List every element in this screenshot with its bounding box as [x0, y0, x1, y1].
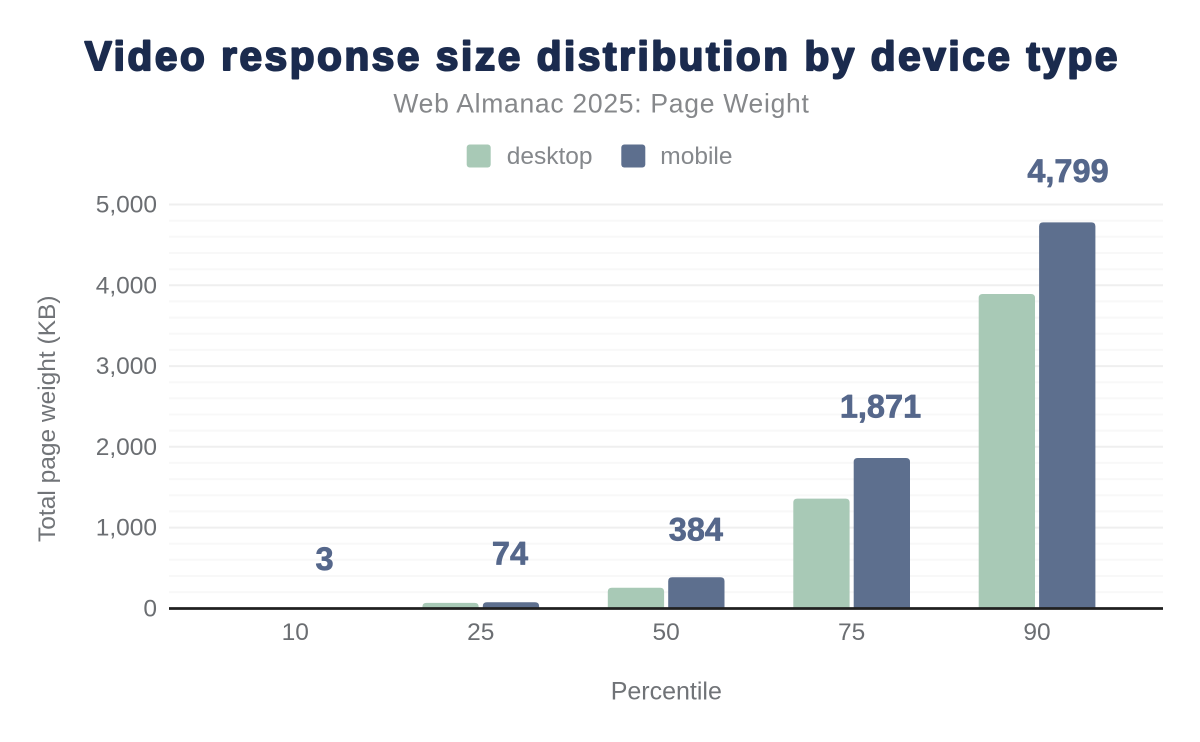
svg-text:384: 384 — [669, 512, 723, 548]
svg-text:1,000: 1,000 — [96, 515, 157, 542]
svg-text:Percentile: Percentile — [611, 678, 722, 706]
svg-text:1,871: 1,871 — [840, 389, 921, 425]
svg-text:74: 74 — [492, 536, 528, 572]
svg-text:25: 25 — [467, 619, 494, 646]
svg-text:desktop: desktop — [507, 143, 593, 170]
svg-text:90: 90 — [1023, 619, 1050, 646]
svg-text:50: 50 — [652, 619, 679, 646]
svg-text:3,000: 3,000 — [96, 353, 157, 380]
svg-text:mobile: mobile — [660, 143, 732, 170]
svg-text:Total page weight (KB): Total page weight (KB) — [34, 295, 61, 542]
svg-text:4,000: 4,000 — [96, 272, 157, 299]
svg-text:2,000: 2,000 — [96, 434, 157, 461]
svg-text:75: 75 — [838, 619, 865, 646]
svg-text:Video response size distributi: Video response size distribution by devi… — [85, 33, 1120, 79]
svg-text:3: 3 — [315, 541, 333, 577]
svg-text:5,000: 5,000 — [96, 192, 157, 219]
svg-text:10: 10 — [282, 619, 309, 646]
svg-text:Web Almanac 2025: Page Weight: Web Almanac 2025: Page Weight — [393, 89, 809, 119]
svg-text:0: 0 — [143, 595, 157, 622]
svg-text:4,799: 4,799 — [1027, 153, 1108, 189]
